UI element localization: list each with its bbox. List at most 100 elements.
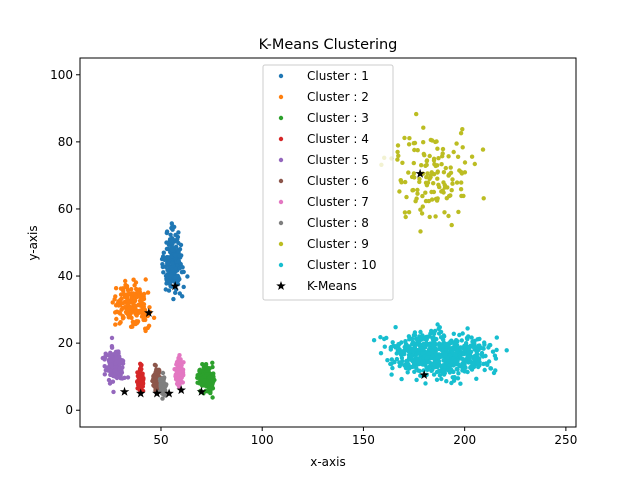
y-tick-label: 60 xyxy=(58,202,73,216)
data-point xyxy=(371,338,377,343)
data-point xyxy=(133,280,139,285)
series-cluster-5 xyxy=(100,335,131,395)
data-point xyxy=(172,253,178,258)
legend-marker xyxy=(276,281,286,290)
data-point xyxy=(460,127,465,132)
data-point xyxy=(431,372,437,377)
data-point xyxy=(136,310,141,315)
data-point xyxy=(173,275,178,280)
data-point xyxy=(406,362,411,367)
data-point xyxy=(114,375,120,381)
data-point xyxy=(143,317,148,323)
data-point xyxy=(201,378,206,384)
data-point xyxy=(426,198,431,204)
data-point xyxy=(145,290,151,295)
legend-marker xyxy=(278,94,284,100)
data-point xyxy=(113,294,118,299)
data-point xyxy=(406,170,411,175)
data-point xyxy=(481,196,486,201)
data-point xyxy=(166,261,171,266)
data-point xyxy=(423,381,428,386)
data-point xyxy=(415,357,420,363)
data-point xyxy=(424,158,430,163)
data-point xyxy=(421,341,427,346)
data-point xyxy=(473,356,478,362)
data-point xyxy=(414,377,419,383)
data-point xyxy=(168,232,173,237)
data-point xyxy=(431,189,437,195)
data-point xyxy=(459,180,464,185)
data-point xyxy=(424,162,429,168)
data-point xyxy=(406,210,412,215)
data-point xyxy=(435,176,440,181)
series-cluster-8 xyxy=(157,370,169,401)
data-point xyxy=(445,355,450,361)
data-point xyxy=(429,170,434,175)
data-point xyxy=(171,296,176,302)
legend-label: Cluster : 3 xyxy=(307,111,369,125)
data-point xyxy=(399,376,404,382)
data-point xyxy=(451,149,456,155)
data-point xyxy=(417,176,422,182)
y-tick-label: 80 xyxy=(58,135,73,149)
data-point xyxy=(176,240,181,246)
y-tick-label: 0 xyxy=(65,403,73,417)
data-point xyxy=(119,368,124,373)
data-point xyxy=(412,346,418,352)
data-point xyxy=(479,352,484,357)
data-point xyxy=(385,358,390,363)
data-point xyxy=(420,204,425,209)
data-point xyxy=(402,351,407,357)
data-point xyxy=(476,362,481,368)
data-point xyxy=(476,343,481,348)
data-point xyxy=(117,321,122,326)
data-point xyxy=(195,373,200,378)
legend-label: Cluster : 7 xyxy=(307,195,369,209)
data-point xyxy=(460,145,465,150)
data-point xyxy=(394,356,400,362)
data-point xyxy=(430,330,435,335)
data-point xyxy=(161,384,166,390)
data-point xyxy=(208,390,213,396)
data-point xyxy=(459,364,465,370)
data-point xyxy=(439,162,444,167)
data-point xyxy=(393,325,398,330)
data-point xyxy=(170,223,175,229)
data-point xyxy=(160,262,165,267)
data-point xyxy=(120,376,125,381)
data-point xyxy=(455,376,461,381)
data-point xyxy=(118,286,124,291)
data-point xyxy=(426,364,432,370)
data-point xyxy=(416,351,421,356)
data-points xyxy=(100,111,509,401)
centroid-star xyxy=(415,168,425,178)
data-point xyxy=(141,309,146,314)
data-point xyxy=(420,333,425,338)
data-point xyxy=(412,147,417,153)
y-tick-label: 40 xyxy=(58,269,73,283)
series-cluster-3 xyxy=(195,360,217,400)
data-point xyxy=(482,367,487,373)
data-point xyxy=(113,322,118,327)
data-point xyxy=(173,374,178,379)
centroid-star xyxy=(164,388,174,398)
data-point xyxy=(134,286,139,292)
data-point xyxy=(418,207,423,212)
data-point xyxy=(441,358,447,363)
data-point xyxy=(162,388,168,393)
data-point xyxy=(454,346,459,352)
data-point xyxy=(396,342,401,347)
data-point xyxy=(411,160,416,166)
data-point xyxy=(458,354,463,359)
data-point xyxy=(458,381,463,386)
data-point xyxy=(472,161,477,167)
series-cluster-1 xyxy=(159,221,190,302)
data-point xyxy=(181,284,186,290)
data-point xyxy=(438,344,444,349)
data-point xyxy=(494,335,499,340)
data-point xyxy=(405,370,410,375)
data-point xyxy=(431,361,437,367)
data-point xyxy=(399,360,404,366)
x-tick-label: 250 xyxy=(554,433,577,447)
data-point xyxy=(435,146,440,151)
